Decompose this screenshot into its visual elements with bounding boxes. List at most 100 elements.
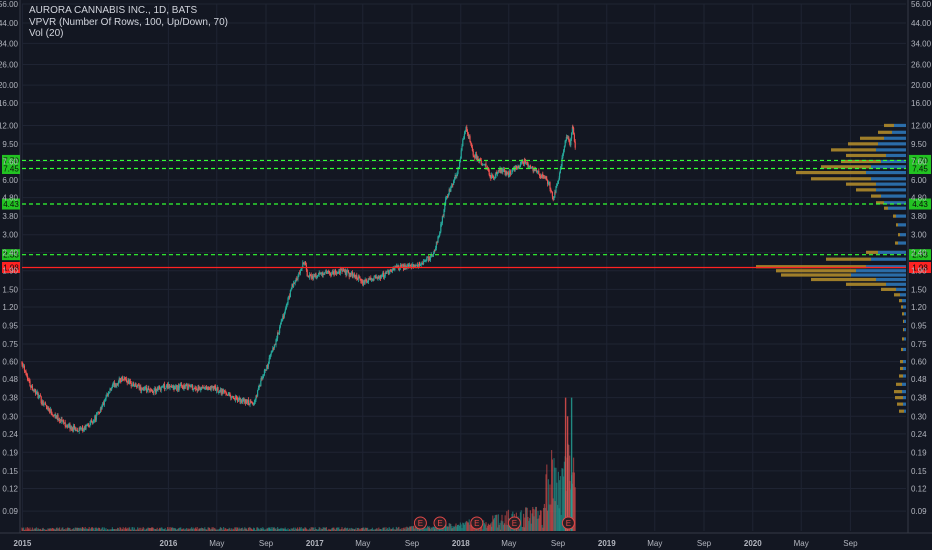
candle-body [432, 254, 434, 256]
volume-bar [21, 527, 23, 531]
volume-bar [362, 527, 364, 531]
candle-body [164, 388, 166, 390]
candle-body [129, 381, 131, 384]
volume-bar [118, 529, 120, 531]
volume-bars [21, 397, 576, 531]
candle-body [42, 401, 44, 406]
volume-bar [527, 516, 529, 531]
volume-bar [107, 529, 109, 531]
candle-body [292, 284, 294, 288]
volume-bar [491, 521, 493, 531]
candle-body [111, 387, 113, 391]
volume-bar [310, 527, 312, 531]
volume-bar [104, 529, 106, 531]
volume-bar [538, 518, 540, 531]
candle-body [105, 396, 107, 400]
volume-bar [297, 527, 299, 531]
candle-body [91, 420, 93, 422]
candle-body [91, 421, 93, 423]
candle-body [125, 378, 127, 380]
candle-body [396, 265, 398, 267]
candle-body [202, 387, 204, 389]
volume-bar [163, 529, 165, 531]
price-tick-label-right: 56.00 [911, 0, 932, 9]
volume-bar [563, 476, 565, 531]
volume-bar [207, 527, 209, 531]
candle-body [137, 384, 139, 386]
candle-body [177, 385, 179, 391]
vpvr-bar-down [841, 159, 881, 164]
vpvr-bar-down [895, 396, 903, 400]
volume-bar [223, 529, 225, 531]
candle-body [295, 278, 297, 281]
volume-bar [563, 461, 565, 531]
candle-body [413, 264, 415, 268]
vpvr-bar-down [878, 130, 892, 134]
volume-bar [265, 529, 267, 531]
volume-bar [189, 528, 191, 531]
volume-bar [206, 529, 208, 531]
vpvr-bar-up [876, 277, 906, 282]
candle-body [483, 164, 485, 165]
level-label-left: 7.45 [3, 165, 19, 174]
volume-bar [130, 529, 132, 531]
volume-bar [219, 527, 221, 531]
volume-bar [273, 527, 275, 531]
candle-body [447, 196, 449, 197]
candle-body [203, 387, 205, 389]
volume-bar [551, 450, 553, 531]
candle-body [116, 383, 118, 386]
candle-body [409, 264, 411, 266]
volume-bar [133, 529, 135, 531]
vpvr-bar-down [901, 347, 903, 352]
legend-vpvr-indicator[interactable]: VPVR (Number Of Rows, 100, Up/Down, 70) [29, 16, 228, 28]
volume-bar [523, 513, 525, 531]
candle-body [519, 164, 521, 168]
candle-body [537, 170, 539, 172]
candle-body [346, 271, 348, 276]
candle-body [251, 402, 253, 404]
candle-body [501, 168, 503, 172]
volume-bar [317, 529, 319, 531]
volume-bar [209, 529, 211, 531]
volume-bar [227, 529, 229, 531]
volume-bar [357, 527, 359, 531]
volume-bar [251, 528, 253, 531]
price-tick-label-right: 16.00 [911, 99, 932, 108]
price-tick-label-right: 1.20 [911, 303, 927, 312]
candle-body [198, 386, 200, 389]
price-tick-label-left: 0.60 [2, 358, 18, 367]
level-label-left-bg [2, 249, 20, 261]
candle-body [106, 394, 108, 397]
volume-bar [551, 459, 553, 531]
vpvr-bar-down [876, 201, 884, 205]
vpvr-bar-down [826, 257, 871, 261]
volume-bar [465, 521, 467, 531]
volume-bar [461, 528, 463, 531]
volume-bar [173, 528, 175, 531]
volume-bar [431, 527, 433, 531]
candle-body [56, 415, 58, 418]
candle-body [178, 386, 180, 390]
candle-body [349, 273, 351, 277]
volume-bar [33, 528, 35, 531]
vpvr-bar-up [902, 382, 906, 386]
volume-bar [383, 527, 385, 531]
vpvr-bar-up [904, 409, 906, 413]
volume-bar [409, 526, 411, 531]
candle-body [317, 274, 319, 276]
volume-bar [303, 529, 305, 531]
candle-body [549, 182, 551, 189]
volume-bar [92, 528, 94, 531]
volume-bar [545, 474, 547, 531]
candle-body [257, 390, 259, 397]
legend-volume-indicator[interactable]: Vol (20) [29, 28, 64, 39]
vpvr-bar-up [871, 177, 906, 181]
candle-body [201, 387, 203, 388]
price-tick-label-left: 0.12 [2, 485, 18, 494]
candle-body [304, 261, 306, 264]
volume-bar [332, 527, 334, 531]
candle-body [149, 389, 151, 391]
volume-bar [444, 526, 446, 531]
